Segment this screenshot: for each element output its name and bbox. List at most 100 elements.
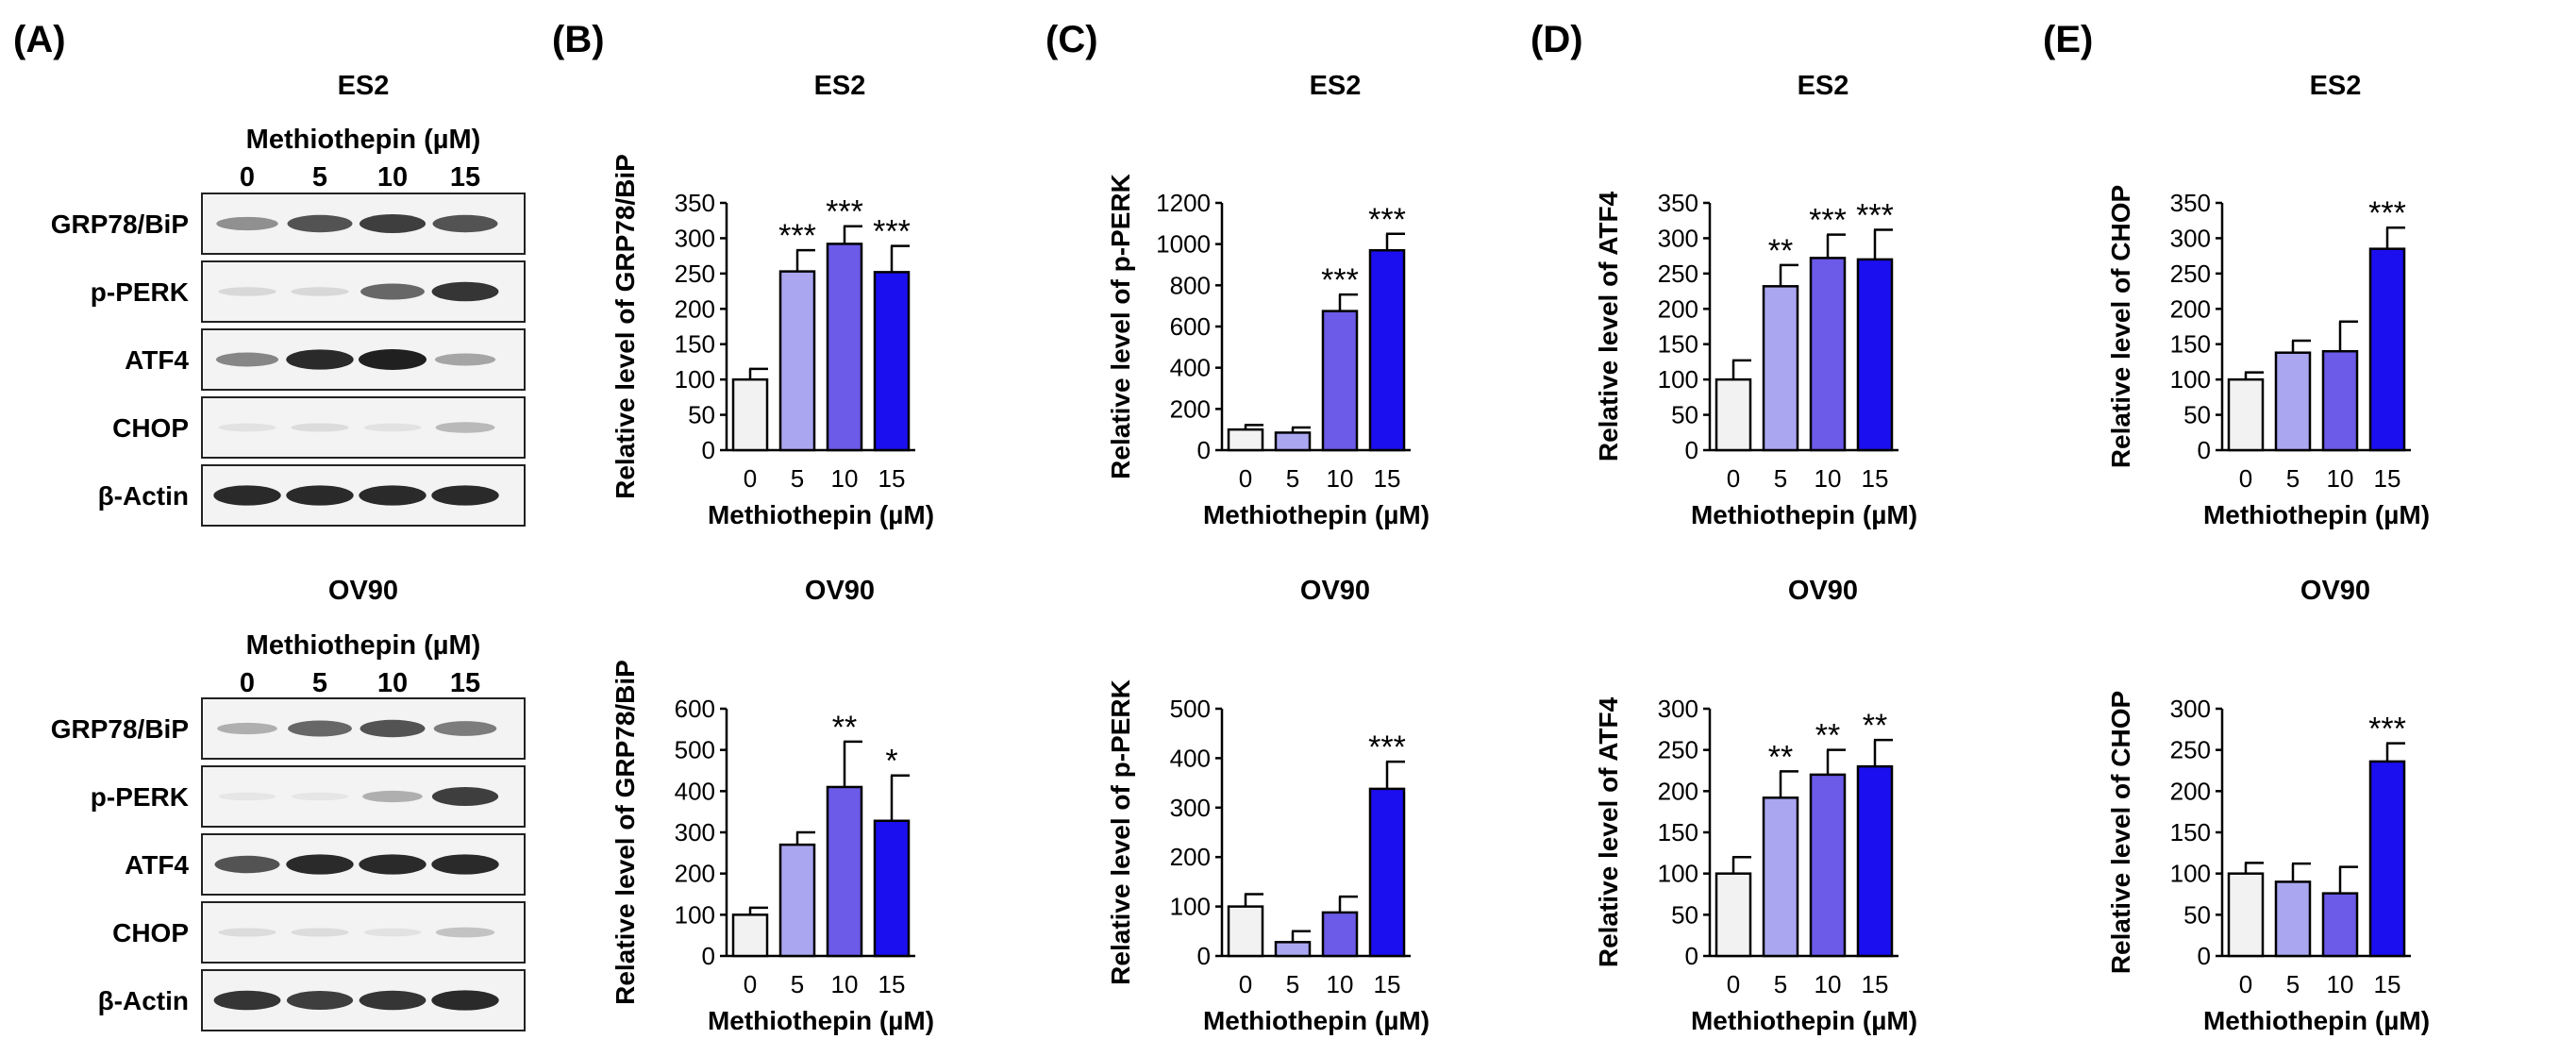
panel-label-d: (D)	[1531, 19, 1583, 60]
blot-band	[360, 719, 426, 738]
y-tick-label: 300	[2170, 695, 2211, 723]
significance-label: *	[885, 744, 897, 779]
blot-band	[217, 722, 277, 735]
x-tick-label: 5	[1774, 464, 1787, 493]
blot-band	[218, 792, 276, 801]
blot-band	[213, 485, 281, 506]
significance-label: **	[1815, 718, 1840, 754]
blot-treatment-label: Methiothepin (µM)	[246, 125, 481, 155]
y-tick-label: 100	[2170, 365, 2211, 394]
bar	[2321, 892, 2359, 958]
x-tick-label: 0	[744, 464, 757, 493]
blot-dose-label: 15	[450, 668, 480, 698]
y-axis-label: Relative level of ATF4	[1594, 191, 1623, 461]
bar	[1762, 285, 1799, 452]
y-tick-label: 0	[1685, 942, 1698, 970]
x-tick-label: 10	[1815, 970, 1842, 998]
bar	[2368, 247, 2406, 452]
x-tick-label: 15	[878, 464, 906, 493]
blot-row: GRP78/BiP	[51, 193, 526, 255]
blot-dose-label: 10	[377, 668, 408, 698]
bar	[1227, 905, 1264, 958]
blot-band	[287, 214, 353, 233]
blot-dose-label: 0	[240, 162, 255, 193]
x-tick-label: 10	[1815, 464, 1842, 493]
blot-band	[362, 790, 423, 803]
panel-label-b: (B)	[552, 19, 605, 60]
western-blot-panel: ES2 Methiothepin (µM) 0 5 10 15 GRP78/BiP p-PER…	[51, 71, 526, 1031]
blot-band	[286, 854, 354, 875]
y-tick-label: 0	[702, 436, 715, 464]
y-tick-label: 350	[2170, 189, 2211, 217]
y-axis-label: Relative level of ATF4	[1594, 696, 1623, 967]
x-tick-label: 5	[1286, 970, 1299, 998]
y-axis-label: Relative level of CHOP	[2106, 691, 2135, 974]
x-axis-label: Methiothepin (µM)	[1691, 1006, 1917, 1035]
bar	[1809, 257, 1847, 452]
significance-label: ***	[1856, 197, 1894, 233]
bar	[1809, 773, 1847, 958]
y-axis-label: Relative level of p-PERK	[1106, 174, 1135, 479]
y-tick-label: 50	[1671, 900, 1698, 929]
significance-label: **	[832, 710, 857, 746]
chart-title: ES2	[1310, 71, 1362, 101]
bar	[1321, 310, 1359, 452]
y-tick-label: 150	[2170, 330, 2211, 359]
y-tick-label: 250	[2170, 260, 2211, 288]
blot-row: CHOP	[112, 901, 526, 964]
significance-label: ***	[1809, 203, 1847, 239]
bar	[826, 243, 863, 452]
x-tick-label: 5	[1774, 970, 1787, 998]
y-tick-label: 0	[1197, 942, 1211, 970]
y-tick-label: 400	[1170, 744, 1211, 772]
x-axis-label: Methiothepin (µM)	[1203, 500, 1430, 529]
blot-band	[218, 423, 276, 432]
blot-band	[216, 352, 278, 367]
blot-row: β-Actin	[98, 969, 526, 1031]
y-tick-label: 300	[675, 224, 715, 252]
x-axis-label: Methiothepin (µM)	[2203, 1006, 2430, 1035]
significance-label: ***	[1321, 262, 1359, 298]
bar	[1856, 258, 1894, 452]
x-tick-label: 15	[878, 970, 906, 998]
bar	[2368, 760, 2406, 958]
y-tick-label: 150	[1658, 818, 1698, 846]
significance-label: **	[1768, 233, 1793, 269]
panel-label-c: (C)	[1045, 19, 1098, 60]
y-tick-label: 500	[675, 736, 715, 764]
bar	[1368, 248, 1406, 452]
blot-row: GRP78/BiP	[51, 697, 526, 760]
y-tick-label: 100	[675, 365, 715, 394]
blot-band	[431, 787, 499, 806]
y-tick-label: 200	[2170, 294, 2211, 323]
blot-band	[435, 927, 495, 938]
blot-row: p-PERK	[91, 260, 526, 323]
blot-row-label: GRP78/BiP	[51, 210, 189, 239]
blot-band	[359, 485, 427, 506]
y-tick-label: 0	[1197, 436, 1211, 464]
y-tick-label: 600	[675, 695, 715, 723]
bar	[1321, 911, 1359, 958]
blot-es2: ES2 Methiothepin (µM) 0 5 10 15 GRP78/BiP p-PER…	[51, 71, 526, 527]
blot-row: β-Actin	[98, 464, 526, 527]
bar	[731, 914, 769, 958]
bar	[1715, 377, 1752, 452]
chart-c-es2: ES2 0 200 400 600 800 1000 1200 Relative level o…	[1106, 71, 1430, 529]
y-tick-label: 0	[2198, 436, 2211, 464]
y-tick-label: 250	[1658, 736, 1698, 764]
x-tick-label: 15	[1862, 970, 1889, 998]
y-tick-label: 150	[675, 330, 715, 359]
y-tick-label: 200	[675, 860, 715, 888]
bar	[873, 819, 911, 958]
y-tick-label: 150	[2170, 818, 2211, 846]
blot-ov90: OV90 Methiothepin (µM) 0 5 10 15 GRP78/BiP p-PE…	[51, 576, 526, 1031]
y-tick-label: 250	[675, 260, 715, 288]
y-tick-label: 100	[675, 900, 715, 929]
x-tick-label: 10	[2327, 970, 2354, 998]
y-tick-label: 100	[1658, 365, 1698, 394]
blot-band	[288, 720, 352, 737]
x-axis-label: Methiothepin (µM)	[1691, 500, 1917, 529]
significance-label: ***	[2368, 712, 2406, 747]
chart-title: OV90	[1300, 576, 1370, 606]
